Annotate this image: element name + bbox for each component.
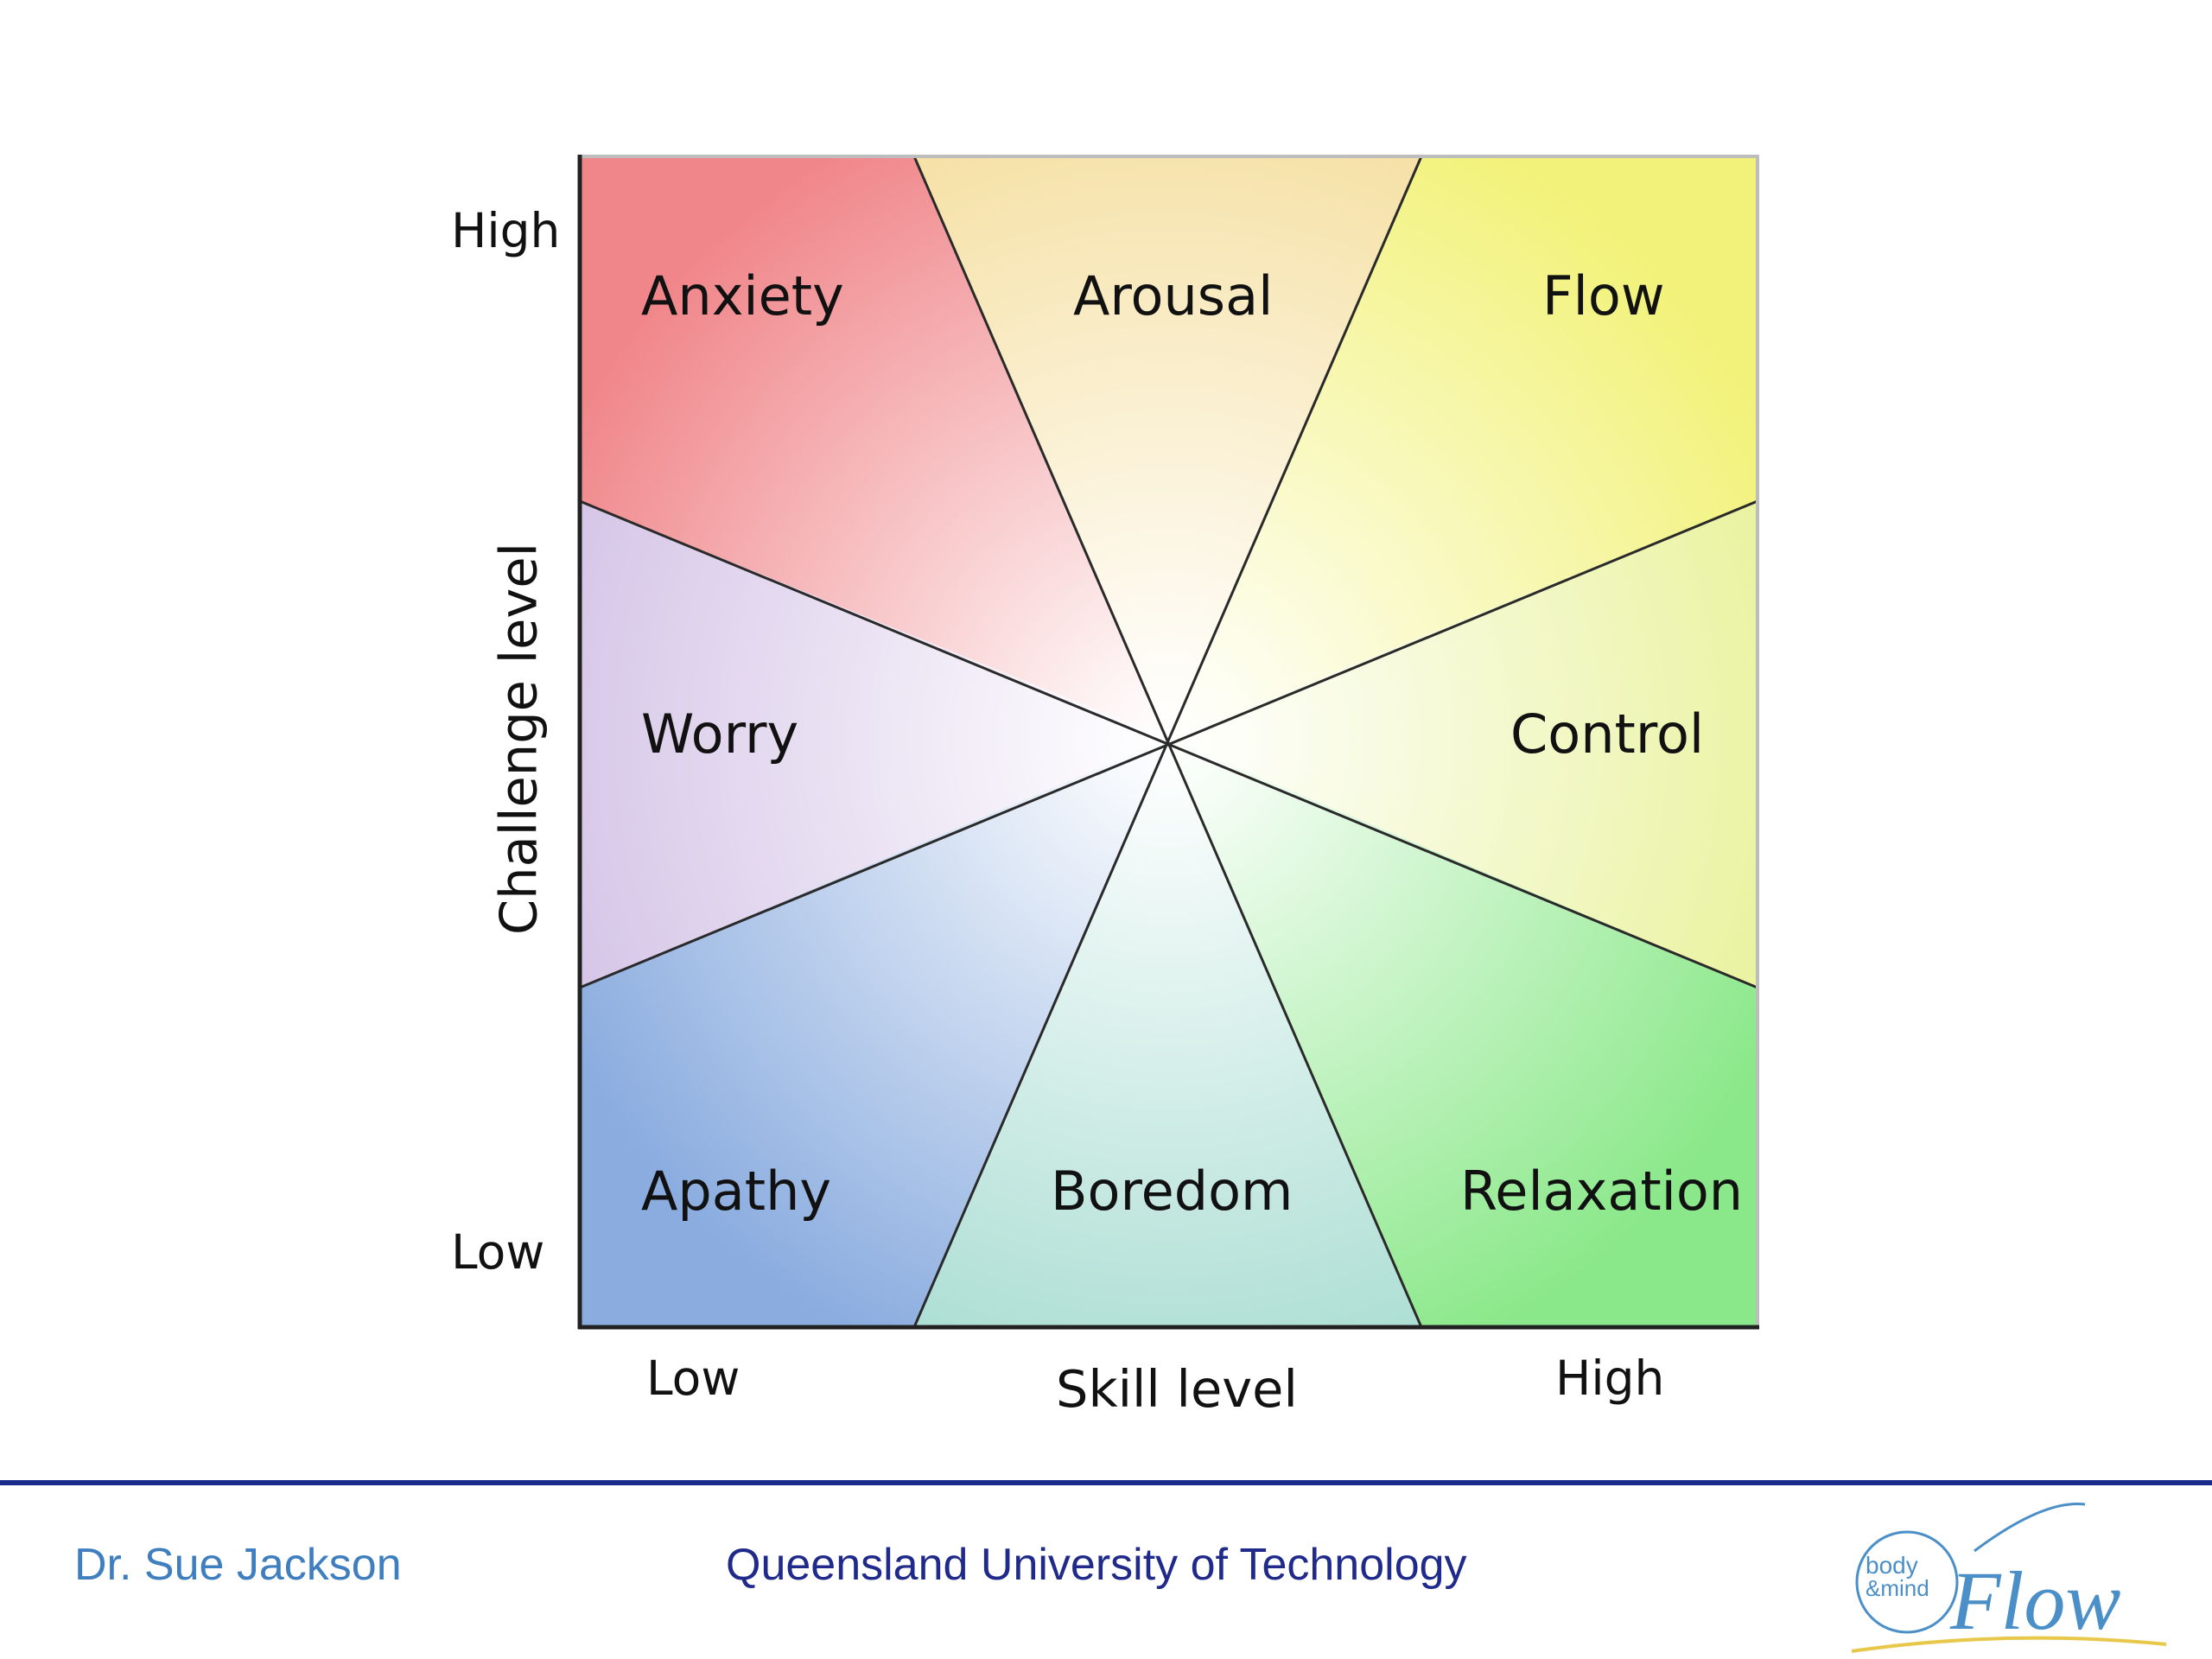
logo-flow-text: Flow — [1949, 1554, 2120, 1647]
logo-flourish — [1974, 1502, 2086, 1553]
footer-author: Dr. Sue Jackson — [74, 1540, 402, 1590]
region-label-boredom: Boredom — [1051, 1160, 1294, 1223]
region-label-arousal: Arousal — [1073, 264, 1274, 327]
region-label-relaxation: Relaxation — [1460, 1160, 1744, 1223]
divider-line-4 — [579, 499, 1758, 989]
logo-mind-text: &mind — [1866, 1575, 1929, 1601]
footer-institution: Queensland University of Technology — [726, 1540, 1467, 1590]
y-axis-low-label: Low — [451, 1224, 545, 1280]
region-label-control: Control — [1510, 702, 1705, 766]
region-label-apathy: Apathy — [641, 1160, 832, 1223]
logo-circle — [1855, 1530, 1959, 1634]
x-axis-low-label: Low — [646, 1351, 741, 1406]
footer-divider — [0, 1480, 2212, 1485]
divider-line-2 — [912, 156, 1423, 1328]
y-axis-title: Challenge level — [488, 542, 549, 936]
region-label-worry: Worry — [641, 702, 799, 766]
region-label-anxiety: Anxiety — [641, 264, 844, 327]
logo-swoosh — [1851, 1636, 2167, 1653]
sector-divider-lines — [579, 156, 1758, 1328]
logo-body-text: body — [1866, 1552, 1918, 1579]
region-label-flow: Flow — [1542, 264, 1665, 327]
y-axis-high-label: High — [451, 203, 561, 258]
x-axis-high-label: High — [1555, 1351, 1665, 1406]
x-axis-title: Skill level — [1056, 1359, 1298, 1419]
body-and-mind-flow-logo: body &mind Flow — [1851, 1502, 2167, 1653]
